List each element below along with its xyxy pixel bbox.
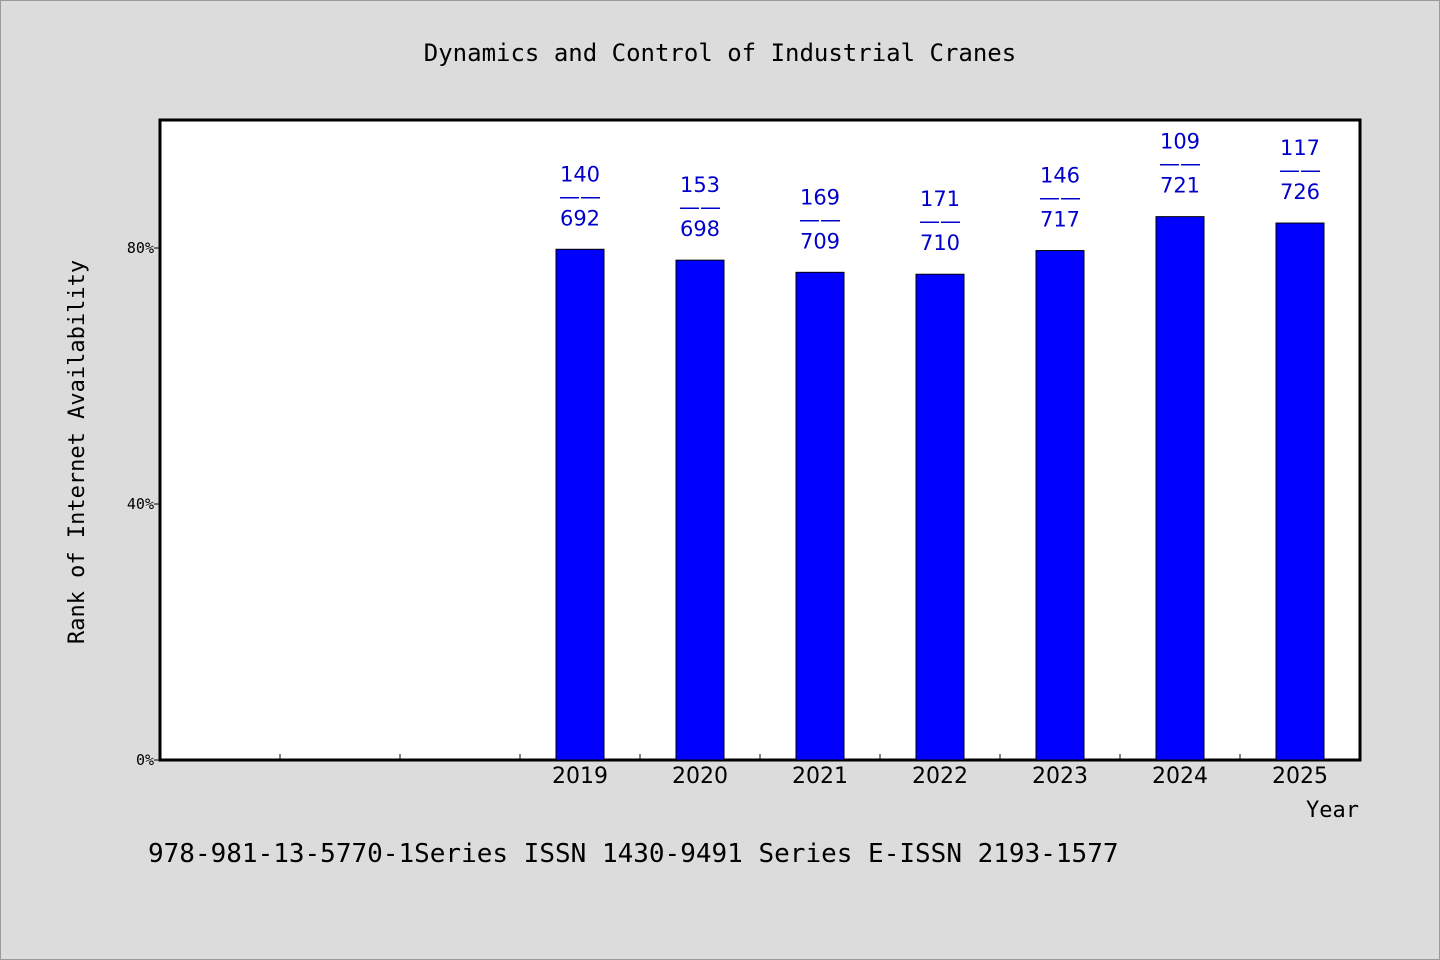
y-tick-label: 40% [127, 495, 154, 513]
bar-label-sep: —— [679, 195, 721, 219]
y-axis-label: Rank of Internet Availability [65, 260, 90, 644]
bar-2021 [795, 271, 845, 761]
bar-series [555, 216, 1325, 761]
bar-labels: 140——692153——698169——709171——710146——717… [559, 130, 1321, 256]
x-tick-label: 2019 [552, 764, 608, 789]
x-axis: 2019 2020 2021 2022 2023 2024 2025 [279, 754, 1328, 789]
bar-label-sep: —— [919, 209, 961, 233]
y-tick-label: 0% [136, 751, 154, 769]
bar-label-bottom: 698 [680, 217, 720, 241]
x-tick-label: 2025 [1272, 764, 1328, 789]
bar-label-top: 153 [680, 173, 720, 197]
x-tick-label: 2024 [1152, 764, 1208, 789]
bar-2020 [675, 259, 725, 761]
bar-2024 [1155, 216, 1205, 761]
x-tick-label: 2020 [672, 764, 728, 789]
y-axis: 0% 40% 80% [127, 239, 160, 769]
bar-label-sep: —— [1039, 186, 1081, 210]
bar-label-bottom: 721 [1160, 174, 1200, 198]
bar-label-bottom: 692 [560, 206, 600, 230]
y-tick-label: 80% [127, 239, 154, 257]
bar-2025 [1275, 222, 1325, 761]
bar-label-top: 146 [1040, 164, 1080, 188]
footer-issn-text: 978-981-13-5770-1Series ISSN 1430-9491 S… [148, 839, 1119, 869]
bar-label-sep: —— [559, 184, 601, 208]
bar-label-top: 171 [920, 187, 960, 211]
x-tick-label: 2022 [912, 764, 968, 789]
bar-2023 [1035, 250, 1085, 761]
bar-label-top: 117 [1280, 136, 1320, 160]
bar-label-bottom: 709 [800, 229, 840, 253]
bar-2022 [915, 273, 965, 761]
bar-label-top: 140 [560, 162, 600, 186]
bar-label-sep: —— [799, 207, 841, 231]
bar-label-bottom: 726 [1280, 180, 1320, 204]
bar-label-top: 109 [1160, 130, 1200, 154]
bar-label-bottom: 710 [920, 231, 960, 255]
x-tick-label: 2023 [1032, 764, 1088, 789]
bar-label-sep: —— [1279, 158, 1321, 182]
bar-2019 [555, 248, 605, 761]
bar-label-top: 169 [800, 185, 840, 209]
x-tick-label: 2021 [792, 764, 848, 789]
chart-title: Dynamics and Control of Industrial Crane… [424, 39, 1016, 67]
x-axis-label: Year [1306, 798, 1359, 823]
bar-label-sep: —— [1159, 152, 1201, 176]
bar-label-bottom: 717 [1040, 208, 1080, 232]
